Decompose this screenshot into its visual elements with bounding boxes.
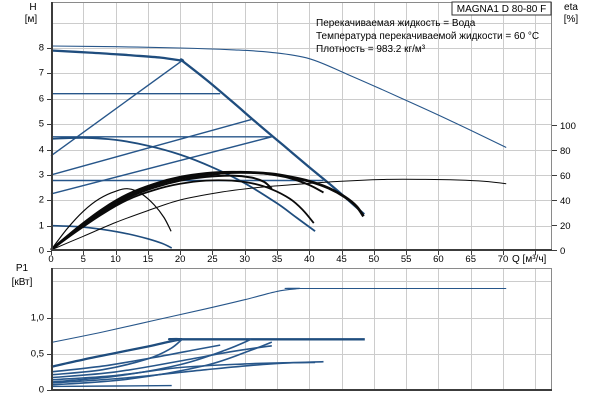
curve-p1-prop-pressure-5.2 — [50, 338, 252, 383]
tick-label-x: 20 — [175, 254, 186, 265]
curve-eta-speed-II — [50, 179, 315, 251]
tick-label-y: 0 — [39, 246, 44, 257]
tick-label-x: 55 — [401, 254, 412, 265]
curve-eta-setting-c — [50, 170, 324, 251]
curve-max-curve-parallel — [50, 45, 507, 148]
tick-label-y: 0,5 — [31, 349, 44, 360]
flow-axis-unit: Q [м³/ч] — [512, 254, 547, 265]
tick-label-y2: 20 — [560, 221, 571, 232]
tick-label-y: 8 — [39, 43, 44, 54]
tick-label-y: 7 — [39, 68, 44, 79]
tick-label-x: 5 — [81, 254, 86, 265]
curve-p1-const-pressure-2.8 — [50, 360, 324, 384]
power-axis-unit: [кВт] — [12, 277, 33, 288]
tick-label-y: 6 — [39, 94, 44, 105]
power-axis-title: P1 — [16, 263, 29, 274]
head-axis-unit: [м] — [25, 14, 38, 25]
tick-label-y: 0 — [39, 385, 44, 396]
tick-label-y2: 0 — [560, 246, 565, 257]
model-box-label: MAGNA1 D 80-80 F — [457, 4, 546, 15]
model-box-frame — [451, 1, 552, 16]
tick-label-x: 45 — [336, 254, 347, 265]
tick-label-x: 40 — [304, 254, 315, 265]
tick-label-y2: 40 — [560, 196, 571, 207]
annotation-temperature: Температура перекачиваемой жидкости = 60… — [316, 31, 539, 42]
curve-p1-const-pressure-4.5 — [50, 345, 272, 379]
tick-label-x: 0 — [48, 254, 53, 265]
tick-label-x: 65 — [465, 254, 476, 265]
tick-label-y2: 100 — [560, 121, 576, 132]
tick-label-x: 10 — [110, 254, 121, 265]
tick-label-x: 15 — [143, 254, 154, 265]
tick-label-y2: 60 — [560, 171, 571, 182]
tick-label-x: 50 — [369, 254, 380, 265]
tick-label-y: 1,0 — [31, 313, 44, 324]
annotation-liquid: Перекачиваемая жидкость = Вода — [316, 18, 476, 29]
grid-layer — [51, 2, 552, 391]
model-box: MAGNA1 D 80-80 F — [451, 1, 552, 16]
curve-eta-parallel — [50, 178, 507, 251]
tick-label-y: 1 — [39, 221, 44, 232]
curve-p1-speed-I-single — [50, 384, 172, 388]
frame-layer — [51, 2, 552, 391]
curve-prop-pressure-4.5 — [50, 136, 272, 195]
curves-layer — [50, 45, 507, 388]
curve-p1-prop-pressure-4.5 — [50, 341, 273, 386]
curve-speed-I-curve-single — [50, 224, 173, 249]
tick-label-y2: 80 — [560, 146, 571, 157]
curve-prop-pressure-7.5 — [50, 60, 183, 157]
tick-label-y: 5 — [39, 119, 44, 130]
tick-label-x: 70 — [498, 254, 509, 265]
curve-eta-speed-I — [50, 188, 172, 251]
curve-p1-prop-pressure-7.5 — [50, 338, 183, 376]
eta-axis-unit: [%] — [564, 14, 579, 25]
panel-frame-power — [51, 268, 552, 391]
tick-label-y: 2 — [39, 195, 44, 206]
tick-label-x: 35 — [272, 254, 283, 265]
tick-label-x: 30 — [239, 254, 250, 265]
curve-p1-max-single — [50, 337, 365, 368]
curve-max-curve-single — [50, 49, 365, 216]
tick-label-x: 60 — [433, 254, 444, 265]
ticks-layer — [47, 48, 557, 391]
tick-label-x: 25 — [207, 254, 218, 265]
curve-p1-max-parallel — [50, 287, 507, 344]
tick-label-y: 3 — [39, 170, 44, 181]
annotation-density: Плотность = 983.2 кг/м³ — [316, 44, 426, 55]
eta-axis-title: eta — [564, 2, 578, 13]
head-axis-title: H — [29, 2, 36, 13]
curve-eta-setting-b — [50, 174, 273, 251]
tick-label-y: 4 — [39, 145, 44, 156]
curve-speed-II-curve — [50, 136, 316, 232]
curve-eta-setting-a — [50, 172, 221, 251]
